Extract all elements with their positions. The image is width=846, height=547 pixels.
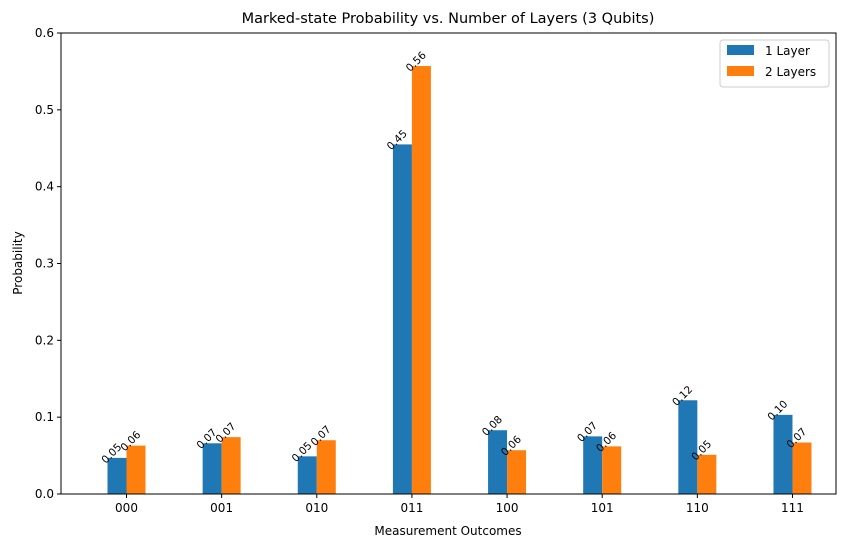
y-tick-label: 0.4 bbox=[35, 180, 54, 194]
bar-2-layers-100 bbox=[507, 450, 527, 494]
x-tick-label: 101 bbox=[591, 501, 614, 515]
y-axis: 0.0 0.1 0.2 0.3 0.4 0.5 0.6 bbox=[35, 26, 61, 501]
x-tick-label: 111 bbox=[781, 501, 804, 515]
bar-2-layers-010 bbox=[316, 440, 336, 494]
x-tick-label: 100 bbox=[496, 501, 519, 515]
y-tick-label: 0.5 bbox=[35, 103, 54, 117]
bar-2-layers-011 bbox=[411, 66, 431, 494]
bar-2-layers-000 bbox=[126, 445, 146, 494]
y-tick-label: 0.2 bbox=[35, 333, 54, 347]
legend-swatch-1-layer bbox=[727, 45, 754, 55]
bar-1-layer-001 bbox=[202, 443, 222, 494]
plot-frame bbox=[60, 32, 837, 495]
bar-1-layer-110 bbox=[678, 400, 698, 494]
x-tick-label: 010 bbox=[305, 501, 328, 515]
x-axis: 000 001 010 011 100 101 110 111 bbox=[115, 494, 804, 515]
bar-1-layer-111 bbox=[773, 414, 793, 494]
bar-2-layers-110 bbox=[697, 454, 717, 494]
y-tick-label: 0.1 bbox=[35, 410, 54, 424]
x-tick-label: 000 bbox=[115, 501, 138, 515]
legend-label-1-layer: 1 Layer bbox=[765, 44, 810, 58]
bars-group bbox=[107, 66, 812, 495]
bar-1-layer-010 bbox=[297, 456, 317, 494]
y-axis-label: Probability bbox=[11, 231, 25, 294]
bar-1-layer-100 bbox=[488, 430, 508, 494]
bar-2-layers-101 bbox=[602, 446, 622, 494]
x-tick-label: 110 bbox=[686, 501, 709, 515]
chart-title: Marked-state Probability vs. Number of L… bbox=[242, 11, 655, 27]
bar-1-layer-000 bbox=[107, 457, 127, 494]
legend-swatch-2-layers bbox=[727, 66, 754, 76]
y-tick-label: 0.3 bbox=[35, 257, 54, 271]
bar-1-layer-101 bbox=[583, 436, 603, 494]
x-tick-label: 001 bbox=[210, 501, 233, 515]
legend-label-2-layers: 2 Layers bbox=[765, 65, 816, 79]
bar-labels-group: 0.050.070.050.450.08 0.070.120.100.06 0.07… bbox=[99, 49, 809, 466]
legend: 1 Layer 2 Layers bbox=[719, 39, 830, 88]
x-tick-label: 011 bbox=[400, 501, 423, 515]
y-tick-label: 0.6 bbox=[35, 26, 54, 40]
x-axis-label: Measurement Outcomes bbox=[374, 524, 521, 538]
bar-1-layer-011 bbox=[392, 144, 412, 495]
bar-2-layers-111 bbox=[792, 442, 812, 494]
y-tick-label: 0.0 bbox=[35, 487, 54, 501]
bar-2-layers-001 bbox=[221, 437, 241, 494]
